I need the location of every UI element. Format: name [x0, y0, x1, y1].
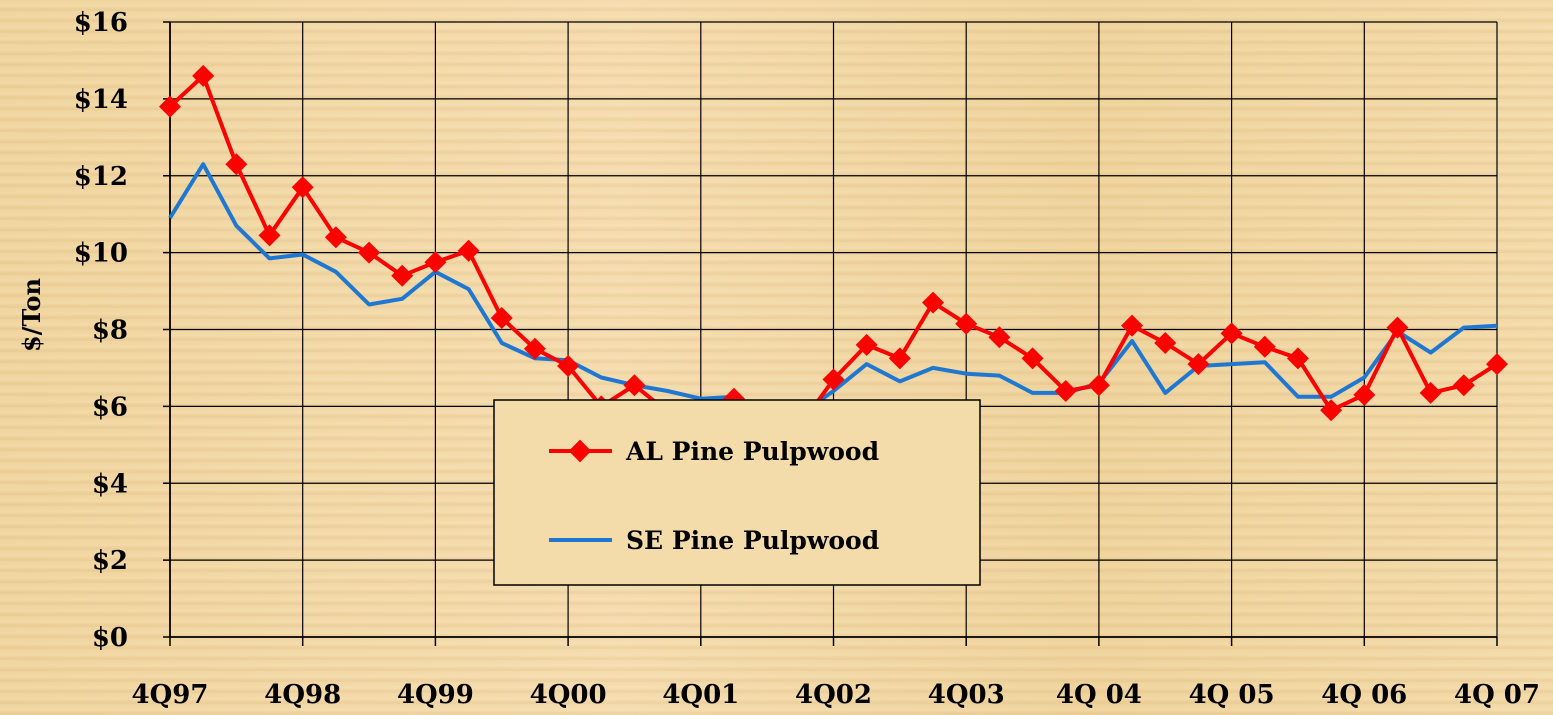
- x-tick-label: 4Q00: [530, 680, 607, 710]
- data-point-marker: [1220, 322, 1243, 345]
- data-point-marker: [490, 306, 513, 329]
- data-point-marker: [988, 326, 1011, 349]
- y-tick-label: $8: [92, 316, 128, 346]
- legend-marker-al: [568, 439, 592, 463]
- x-tick-label: 4Q 07: [1454, 680, 1540, 710]
- data-point-marker: [358, 241, 381, 264]
- y-tick-label: $2: [92, 546, 128, 576]
- data-point-marker: [225, 153, 248, 176]
- data-point-marker: [1486, 353, 1508, 376]
- data-point-marker: [1419, 381, 1442, 404]
- y-tick-label: $14: [74, 85, 128, 115]
- y-tick-label: $10: [74, 239, 128, 269]
- chart-axes: [163, 21, 1498, 646]
- x-tick-label: 4Q03: [928, 680, 1005, 710]
- data-point-marker: [1154, 331, 1177, 354]
- y-tick-label: $12: [74, 162, 128, 192]
- y-axis-tick-labels: $0 $2 $4 $6 $8 $10 $12 $14 $16: [74, 8, 128, 653]
- y-tick-label: $16: [74, 8, 128, 38]
- y-tick-label: $0: [92, 623, 128, 653]
- data-point-marker: [1320, 399, 1343, 422]
- data-point-marker: [1021, 347, 1044, 370]
- y-tick-label: $6: [92, 392, 128, 422]
- x-tick-label: 4Q98: [264, 680, 341, 710]
- x-tick-label: 4Q 05: [1189, 680, 1275, 710]
- data-point-marker: [159, 95, 181, 118]
- data-point-marker: [424, 251, 447, 274]
- legend: AL Pine Pulpwood SE Pine Pulpwood: [493, 399, 981, 586]
- data-point-marker: [1121, 314, 1144, 337]
- x-tick-label: 4Q 06: [1321, 680, 1407, 710]
- data-point-marker: [623, 374, 646, 397]
- data-point-marker: [1286, 347, 1309, 370]
- data-point-marker: [457, 239, 480, 262]
- data-point-marker: [888, 347, 911, 370]
- x-tick-label: 4Q97: [132, 680, 209, 710]
- data-point-marker: [855, 333, 878, 356]
- data-point-marker: [1054, 380, 1077, 402]
- data-point-marker: [291, 176, 314, 199]
- x-tick-label: 4Q01: [662, 680, 739, 710]
- data-point-marker: [1353, 383, 1376, 406]
- data-point-marker: [258, 224, 281, 247]
- data-point-marker: [391, 264, 414, 287]
- data-point-marker: [192, 64, 215, 87]
- data-point-marker: [1452, 374, 1475, 397]
- legend-box: [493, 399, 981, 586]
- data-point-marker: [955, 312, 978, 335]
- x-axis-tick-labels: 4Q97 4Q98 4Q99 4Q00 4Q01 4Q02 4Q03 4Q 04 4Q 05 4Q…: [132, 680, 1540, 710]
- data-point-marker: [324, 226, 347, 249]
- data-point-marker: [922, 291, 945, 314]
- y-tick-label: $4: [92, 469, 128, 499]
- y-axis-title: $/Ton: [17, 278, 46, 352]
- data-point-marker: [1253, 335, 1276, 358]
- x-tick-label: 4Q99: [397, 680, 474, 710]
- data-point-marker: [557, 355, 580, 378]
- data-point-marker: [523, 337, 546, 360]
- legend-label-se: SE Pine Pulpwood: [626, 526, 879, 555]
- data-point-marker: [1087, 374, 1110, 397]
- data-point-marker: [1386, 316, 1409, 339]
- data-point-marker: [822, 368, 845, 391]
- data-point-marker: [1187, 353, 1210, 376]
- series-line-se-pine-pulpwood: [168, 162, 1498, 417]
- legend-label-al: AL Pine Pulpwood: [625, 437, 879, 466]
- x-tick-label: 4Q 04: [1056, 680, 1142, 710]
- x-tick-label: 4Q02: [795, 680, 872, 710]
